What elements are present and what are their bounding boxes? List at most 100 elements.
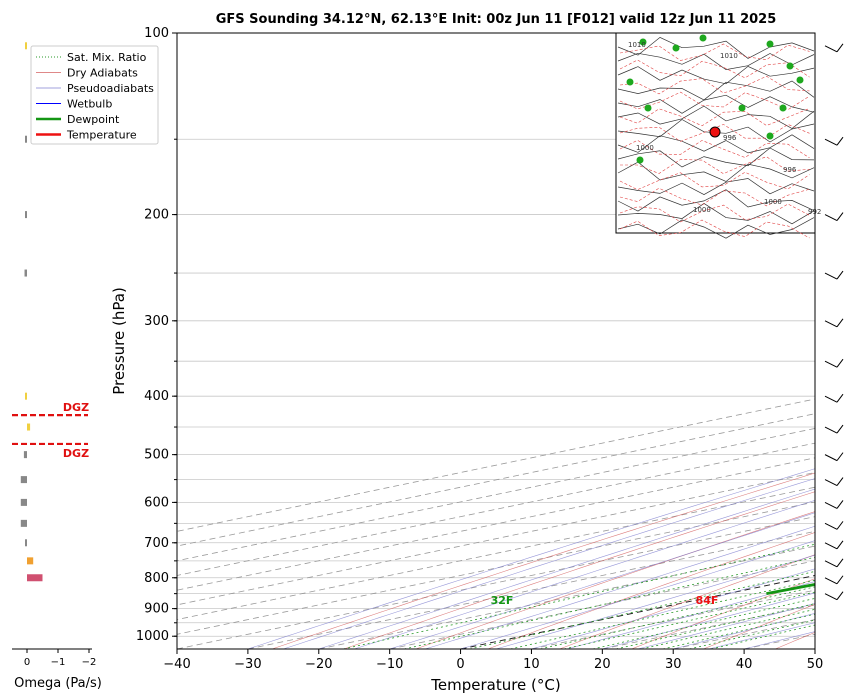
map-label: 1010 <box>720 52 738 60</box>
map-precip-blob <box>644 104 652 112</box>
x-tick-label: 20 <box>594 657 611 672</box>
legend-label: Wetbulb <box>67 98 112 111</box>
dry-adiabat-line <box>847 33 858 649</box>
omega-bar <box>25 135 27 143</box>
isotherm-line <box>177 486 815 620</box>
omega-bar <box>20 519 27 527</box>
wind-barb <box>824 45 838 53</box>
legend-label: Dry Adiabats <box>67 67 138 80</box>
y-tick-label: 600 <box>144 495 169 510</box>
wind-barb <box>824 426 838 434</box>
omega-bar <box>20 498 27 506</box>
wind-barb-flag <box>836 452 844 461</box>
dry-adiabat-line <box>343 491 815 649</box>
omega-tick-label: −1 <box>51 657 66 668</box>
map-contour <box>617 189 815 212</box>
map-contour <box>617 161 815 182</box>
wind-barb <box>824 522 838 530</box>
omega-tick-label: −2 <box>82 657 97 668</box>
mixing-ratio-line <box>510 579 815 649</box>
map-precip-blob <box>796 76 804 84</box>
isotherm-line <box>177 457 815 591</box>
pseudoadiabat-line <box>283 478 815 649</box>
y-tick-label: 1000 <box>136 629 169 644</box>
wind-barb <box>824 138 838 146</box>
omega-bar <box>25 539 27 547</box>
y-tick-label: 300 <box>144 314 169 329</box>
wind-barb-flag <box>836 270 844 280</box>
omega-bar <box>25 392 27 400</box>
wind-barb-flag <box>836 591 844 600</box>
wind-barb <box>824 395 838 403</box>
mixing-ratio-line <box>592 597 815 649</box>
wind-barb-flag <box>836 212 844 221</box>
x-tick-label: 0 <box>456 657 464 672</box>
wind-barb-flag <box>836 500 844 509</box>
wind-barb <box>824 501 838 509</box>
map-contour <box>617 202 815 225</box>
wind-barb <box>824 542 838 550</box>
map-height-contour <box>619 139 810 159</box>
wind-barb <box>824 272 838 280</box>
omega-bar <box>27 423 31 431</box>
omega-bar <box>25 42 27 50</box>
map-precip-blob <box>672 44 680 52</box>
omega-panel: DGZ DGZ 0 −1 −2 Omega (Pa/s) <box>12 42 102 691</box>
map-height-contour <box>619 171 810 191</box>
isotherm-line <box>814 648 815 649</box>
location-marker <box>709 126 721 138</box>
wind-barb <box>824 560 838 568</box>
map-contour <box>617 94 815 114</box>
omega-axis-label: Omega (Pa/s) <box>14 676 102 691</box>
map-precip-blob <box>766 132 774 140</box>
wind-barb-flag <box>836 477 844 486</box>
wind-barb-flag <box>836 424 844 434</box>
map-label: 1000 <box>693 206 711 214</box>
dry-adiabat-line <box>703 604 815 649</box>
omega-bar <box>20 476 27 484</box>
y-tick-label: 700 <box>144 536 169 551</box>
wind-barb <box>824 360 838 368</box>
map-contour <box>617 65 815 85</box>
omega-bar <box>24 269 27 277</box>
pseudoadiabat-line <box>531 568 815 649</box>
isotherm-line <box>247 530 815 649</box>
map-label: 1000 <box>636 144 654 152</box>
mixing-ratio-line <box>689 619 815 649</box>
wind-barb-flag <box>836 318 844 328</box>
map-label: 1000 <box>764 198 782 206</box>
map-contour <box>617 80 815 101</box>
omega-bar <box>23 451 27 459</box>
wind-barb-flag <box>836 393 844 403</box>
dgz-label: DGZ <box>63 447 89 460</box>
pseudoadiabat-line <box>247 468 815 649</box>
legend: Sat. Mix. Ratio Dry Adiabats Pseudoadiabat… <box>30 45 159 145</box>
wind-barb-flag <box>836 575 844 585</box>
x-tick-label: −30 <box>234 657 261 672</box>
dry-adiabat-line <box>631 578 815 649</box>
plot-area: 1246810131620243036 <box>176 32 858 650</box>
pseudoadiabat-line <box>354 500 815 649</box>
wind-barb <box>824 593 838 601</box>
map-precip-blob <box>786 62 794 70</box>
map-contour <box>617 217 815 239</box>
map-contour <box>617 36 815 59</box>
y-tick-label: 500 <box>144 448 169 463</box>
isotherm-line <box>177 428 815 562</box>
wind-barb-flag <box>836 358 844 368</box>
mixing-ratio-line <box>469 570 815 649</box>
map-precip-blob <box>738 104 746 112</box>
pseudoadiabat-line <box>673 613 815 649</box>
x-tick-label: 30 <box>665 657 682 672</box>
pseudoadiabat-line <box>318 488 815 649</box>
mixing-ratio-line <box>711 624 815 649</box>
wind-barb-flag <box>836 540 844 550</box>
isotherm-line <box>318 545 815 649</box>
isotherm-line <box>177 472 815 606</box>
temperature-surface-label: 84F <box>696 594 719 607</box>
legend-label: Temperature <box>66 129 137 142</box>
chart-title: GFS Sounding 34.12°N, 62.13°E Init: 00z … <box>216 12 777 27</box>
legend-label: Pseudoadiabats <box>67 82 154 95</box>
wind-barb-flag <box>836 558 844 568</box>
legend-label: Sat. Mix. Ratio <box>67 51 147 64</box>
